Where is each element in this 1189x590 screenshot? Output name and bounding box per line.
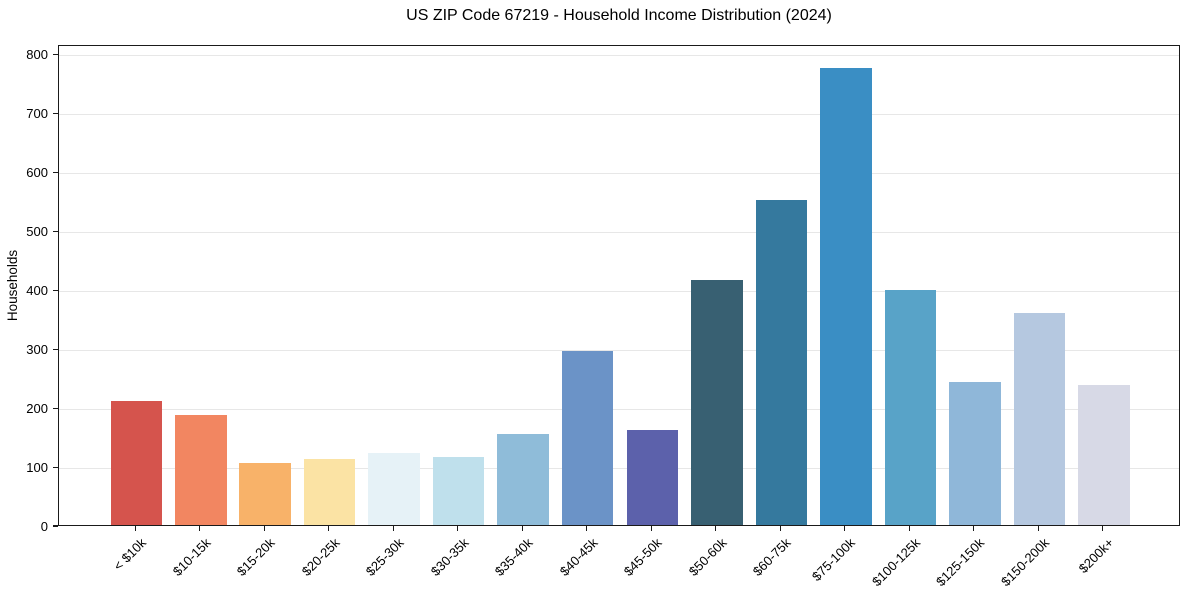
gridline	[59, 173, 1179, 175]
x-tick-label: $75-100k	[809, 535, 859, 584]
x-tick-mark	[1037, 526, 1039, 531]
gridline	[59, 468, 1179, 470]
y-tick-mark	[53, 171, 58, 173]
y-tick-label: 600	[26, 164, 48, 180]
y-tick-label: 400	[26, 282, 48, 298]
bar	[884, 289, 937, 525]
x-tick-label: $50-60k	[685, 535, 730, 579]
gridline	[59, 232, 1179, 234]
bar	[1078, 384, 1130, 525]
bar	[368, 453, 420, 525]
y-tick-label: 0	[40, 518, 48, 534]
x-tick-label: $25-30k	[362, 535, 407, 579]
x-tick-mark	[328, 526, 330, 531]
x-tick-label: $150-200k	[997, 535, 1052, 590]
bar	[1013, 312, 1066, 525]
bar	[303, 459, 356, 525]
bar	[691, 280, 743, 525]
bar	[561, 350, 614, 525]
x-tick-mark	[973, 526, 975, 531]
y-tick-mark	[53, 53, 58, 55]
bar	[755, 200, 808, 525]
x-tick-mark	[199, 526, 201, 531]
x-tick-mark	[392, 526, 394, 531]
y-tick-label: 800	[26, 46, 48, 62]
bar	[110, 401, 163, 525]
y-tick-mark	[53, 348, 58, 350]
y-tick-mark	[53, 407, 58, 409]
x-tick-label: $15-20k	[233, 535, 278, 579]
x-tick-mark	[908, 526, 910, 531]
x-tick-label: $200k+	[1075, 535, 1117, 577]
x-tick-mark	[715, 526, 717, 531]
x-tick-label: $10-15k	[169, 535, 214, 579]
x-tick-label: $60-75k	[749, 535, 794, 579]
x-tick-mark	[650, 526, 652, 531]
x-tick-mark	[263, 526, 265, 531]
y-tick-label: 500	[26, 223, 48, 239]
bar	[949, 381, 1001, 525]
x-tick-label: $100-125k	[868, 535, 923, 590]
chart-title: US ZIP Code 67219 - Household Income Dis…	[406, 7, 832, 24]
x-tick-label: $40-45k	[556, 535, 601, 579]
x-tick-label: $20-25k	[298, 535, 343, 579]
y-tick-label: 700	[26, 105, 48, 121]
x-tick-mark	[844, 526, 846, 531]
y-tick-mark	[53, 289, 58, 291]
plot-area	[58, 45, 1180, 526]
gridline	[59, 350, 1179, 352]
x-tick-mark	[779, 526, 781, 531]
gridline	[59, 409, 1179, 411]
y-tick-mark	[53, 112, 58, 114]
x-tick-label: < $10k	[110, 535, 149, 574]
bar	[175, 415, 227, 525]
y-tick-label: 200	[26, 400, 48, 416]
bar	[239, 463, 291, 525]
bar	[626, 429, 679, 525]
x-tick-mark	[1102, 526, 1104, 531]
x-tick-label: $125-150k	[933, 535, 988, 590]
y-tick-label: 300	[26, 341, 48, 357]
x-tick-mark	[134, 526, 136, 531]
x-tick-label: $35-40k	[491, 535, 536, 579]
x-tick-label: $45-50k	[620, 535, 665, 579]
y-tick-mark	[53, 466, 58, 468]
x-tick-mark	[457, 526, 459, 531]
x-tick-mark	[521, 526, 523, 531]
x-tick-mark	[586, 526, 588, 531]
y-tick-mark	[53, 230, 58, 232]
x-tick-label: $30-35k	[427, 535, 472, 579]
gridline	[59, 114, 1179, 116]
bar	[497, 434, 549, 525]
bar	[432, 456, 485, 525]
y-tick-label: 100	[26, 459, 48, 475]
gridline	[59, 55, 1179, 57]
bar	[820, 67, 872, 525]
y-tick-mark	[53, 525, 58, 527]
gridline	[59, 291, 1179, 293]
